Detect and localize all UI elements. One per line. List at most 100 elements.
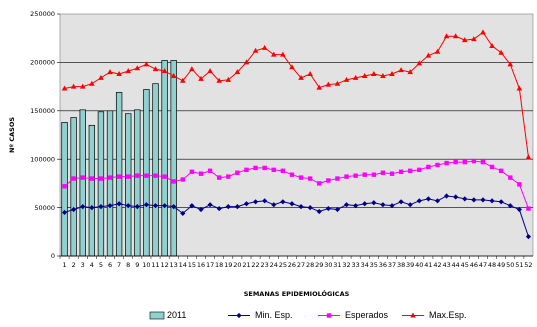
point xyxy=(398,199,404,205)
point xyxy=(425,196,431,202)
point xyxy=(198,206,204,213)
point xyxy=(389,203,395,209)
x-tick-label: 18 xyxy=(215,261,223,269)
point xyxy=(498,168,504,174)
point xyxy=(243,201,250,207)
point xyxy=(489,198,495,204)
point xyxy=(252,47,259,53)
point xyxy=(489,42,495,48)
point xyxy=(252,199,259,205)
point xyxy=(317,181,322,186)
point xyxy=(270,51,277,57)
point xyxy=(462,196,468,202)
x-tick-label: 37 xyxy=(388,261,396,269)
point xyxy=(480,159,486,165)
bar xyxy=(143,89,150,257)
point xyxy=(289,64,295,70)
point xyxy=(226,174,231,179)
point xyxy=(107,69,113,75)
point xyxy=(407,202,413,208)
point xyxy=(480,197,486,203)
point xyxy=(380,72,386,78)
x-tick-label: 22 xyxy=(251,261,259,269)
point xyxy=(289,172,295,177)
point xyxy=(380,202,386,208)
point xyxy=(352,74,359,80)
point xyxy=(144,173,149,178)
point xyxy=(435,162,440,168)
point xyxy=(507,203,513,209)
x-tick-label: 45 xyxy=(461,261,469,269)
x-tick-label: 11 xyxy=(151,261,159,269)
point xyxy=(152,66,159,72)
point xyxy=(80,175,85,180)
point xyxy=(471,197,477,203)
point xyxy=(416,198,422,204)
legend-item: Min. Esp. xyxy=(228,310,293,320)
bar xyxy=(61,122,68,257)
x-tick-label: 21 xyxy=(242,261,250,269)
x-tick-label: 26 xyxy=(288,261,296,269)
point xyxy=(143,202,150,208)
bar xyxy=(79,109,86,257)
x-tick-label: 43 xyxy=(442,261,450,269)
bar xyxy=(134,109,141,257)
x-tick-label: 35 xyxy=(370,261,378,269)
point xyxy=(516,85,523,91)
point xyxy=(307,71,313,77)
point xyxy=(135,173,140,178)
y-tick-label: 50000 xyxy=(34,204,55,212)
x-tick-label: 23 xyxy=(261,261,269,269)
point xyxy=(371,172,377,177)
point xyxy=(261,44,268,50)
point xyxy=(116,201,122,207)
legend-item: Max.Esp. xyxy=(402,310,467,320)
point xyxy=(444,160,449,166)
point xyxy=(443,193,450,199)
x-tick-label: 13 xyxy=(170,261,178,269)
point xyxy=(271,167,276,173)
x-tick-label: 5 xyxy=(99,261,103,269)
point xyxy=(126,174,131,179)
point xyxy=(189,169,195,174)
point xyxy=(298,74,304,80)
x-tick-label: 1 xyxy=(62,261,66,269)
point xyxy=(134,204,140,210)
point xyxy=(125,68,132,74)
point xyxy=(152,203,159,209)
point xyxy=(498,49,504,55)
point xyxy=(489,164,495,170)
legend-item: Esperados xyxy=(318,310,389,320)
point xyxy=(325,81,332,87)
point xyxy=(235,170,240,175)
point xyxy=(116,174,122,179)
point xyxy=(343,76,350,82)
bar-series-2011 xyxy=(61,60,177,257)
point xyxy=(344,174,349,179)
legend: 2011 Min. Esp. Esperados Max.Esp. xyxy=(149,310,467,320)
point xyxy=(326,313,332,318)
x-tick-label: 44 xyxy=(452,261,460,269)
point xyxy=(107,203,113,209)
point xyxy=(180,177,185,182)
point xyxy=(143,61,150,67)
x-tick-label: 12 xyxy=(160,261,168,269)
x-tick-label: 50 xyxy=(506,261,514,269)
point xyxy=(89,80,95,86)
x-tick-label: 47 xyxy=(479,261,487,269)
y-tick-label: 100000 xyxy=(30,155,55,163)
point xyxy=(443,33,450,39)
point xyxy=(417,167,422,173)
point xyxy=(70,83,77,89)
point xyxy=(162,203,168,209)
point xyxy=(134,65,141,71)
point xyxy=(343,202,350,208)
x-tick-label: 30 xyxy=(324,261,332,269)
point xyxy=(225,204,231,210)
bar xyxy=(161,60,168,257)
point xyxy=(525,234,532,240)
point xyxy=(243,59,250,65)
point xyxy=(198,75,204,81)
x-tick-label: 28 xyxy=(306,261,314,269)
point xyxy=(262,165,267,171)
